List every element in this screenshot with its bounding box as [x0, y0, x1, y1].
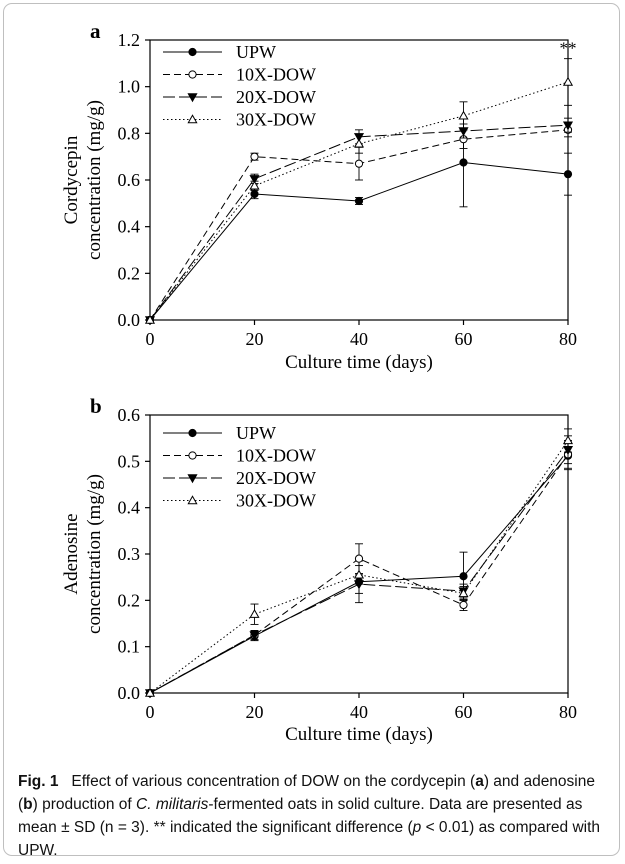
- legend-label: 30X-DOW: [236, 491, 316, 511]
- y-tick-label: 0.4: [118, 217, 141, 237]
- caption-species: C. militaris: [136, 796, 209, 813]
- series-30x-dow: [144, 58, 574, 324]
- x-axis-label: Culture time (days): [285, 352, 433, 373]
- data-point: [250, 152, 259, 161]
- y-tick-label: 0.4: [118, 498, 141, 518]
- legend-label: UPW: [236, 423, 276, 443]
- legend-marker: [188, 451, 197, 460]
- legend-label: UPW: [236, 42, 276, 62]
- data-point: [563, 170, 573, 179]
- data-point: [249, 631, 260, 641]
- data-point: [562, 435, 574, 445]
- y-tick-label: 0.8: [118, 123, 141, 143]
- y-axis-label-line2: concentration (mg/g): [84, 100, 105, 260]
- data-point: [458, 110, 469, 120]
- x-axis-label: Culture time (days): [285, 724, 433, 745]
- data-point: [354, 159, 364, 168]
- y-tick-label: 0.2: [118, 263, 141, 283]
- y-tick-label: 0.2: [118, 590, 141, 610]
- data-point: [144, 314, 156, 324]
- legend-label: 20X-DOW: [236, 87, 316, 107]
- data-point: [459, 600, 468, 610]
- caption-ref-a: a: [475, 773, 484, 790]
- chart-panel-b: b 0 20 40 60 80 0.0 0.1 0.2 0.3 0.4 0.5 0.6 Culture t…: [61, 394, 577, 745]
- y-axis-label-line2: concentration (mg/g): [84, 474, 105, 634]
- panel-label: a: [90, 19, 101, 43]
- x-tick-label: 20: [246, 702, 264, 722]
- y-tick-label: 1.2: [118, 30, 141, 50]
- y-tick-label: 0.0: [118, 683, 141, 703]
- caption-text-4: -fermented oats in solid culture. Data a…: [18, 796, 583, 836]
- y-axis-label-line1: Cordycepin: [61, 135, 82, 224]
- series-line: [149, 161, 569, 321]
- data-point: [249, 180, 260, 190]
- data-point: [250, 189, 259, 199]
- data-point: [353, 569, 365, 579]
- y-tick-label: 0.0: [118, 310, 141, 330]
- figure-frame: [3, 3, 620, 856]
- data-point: [459, 572, 468, 581]
- legend-label: 10X-DOW: [236, 446, 316, 466]
- y-axis-label-line1: Adenosine: [61, 513, 82, 594]
- x-tick-label: 40: [350, 329, 368, 349]
- legend-marker: [187, 474, 198, 484]
- y-tick-label: 0.6: [118, 170, 141, 190]
- x-tick-label: 80: [559, 329, 577, 349]
- x-tick-label: 80: [559, 702, 577, 722]
- data-point: [354, 196, 364, 206]
- legend-marker: [187, 114, 198, 124]
- data-point: [562, 76, 574, 86]
- x-tick-label: 40: [350, 702, 368, 722]
- legend-label: 10X-DOW: [236, 65, 316, 85]
- caption-text-1: Effect of various concentration of DOW o…: [71, 773, 476, 790]
- data-point: [249, 175, 260, 185]
- caption-ref-b: b: [23, 796, 33, 813]
- legend-marker: [188, 47, 197, 57]
- data-point: [562, 121, 574, 131]
- x-tick-label: 0: [146, 702, 155, 722]
- y-tick-label: 0.6: [118, 405, 141, 425]
- caption-text-5: < 0.01) as compared with UPW.: [18, 819, 601, 859]
- data-point: [354, 554, 364, 563]
- panel-label: b: [90, 394, 102, 418]
- series-30x-dow: [144, 428, 574, 697]
- legend-marker: [188, 70, 197, 79]
- y-tick-label: 0.3: [118, 544, 141, 564]
- figure-charts: a 0 20 40 60 80 0.0 0.2 0.4 0.6 0.8 1.0 1.2 Culture t…: [61, 19, 577, 745]
- x-tick-label: 20: [246, 329, 264, 349]
- y-tick-label: 0.1: [118, 637, 141, 657]
- x-tick-label: 60: [455, 329, 473, 349]
- legend-marker: [187, 495, 198, 505]
- data-point: [458, 588, 469, 598]
- legend-label: 20X-DOW: [236, 468, 316, 488]
- x-tick-label: 60: [455, 702, 473, 722]
- data-point: [353, 138, 365, 148]
- chart-panel-a: a 0 20 40 60 80 0.0 0.2 0.4 0.6 0.8 1.0 1.2 Culture t…: [61, 19, 577, 373]
- caption-text-2: ) and adenosine (: [18, 773, 595, 813]
- caption-fig-label: Fig. 1: [18, 773, 59, 790]
- legend-label: 30X-DOW: [236, 110, 316, 130]
- figure-caption: Fig. 1 Effect of various concentration o…: [18, 770, 613, 862]
- data-point: [459, 158, 468, 167]
- data-point: [144, 687, 156, 697]
- x-tick-label: 0: [146, 329, 155, 349]
- significance-annotation: **: [560, 39, 577, 58]
- caption-text-3: ) production of: [32, 796, 137, 813]
- data-point: [249, 609, 260, 618]
- legend-marker: [187, 93, 198, 103]
- y-tick-label: 0.5: [118, 451, 141, 471]
- y-tick-label: 1.0: [118, 77, 141, 97]
- series-line: [149, 81, 569, 321]
- legend-marker: [188, 428, 197, 438]
- caption-p: p: [412, 819, 422, 836]
